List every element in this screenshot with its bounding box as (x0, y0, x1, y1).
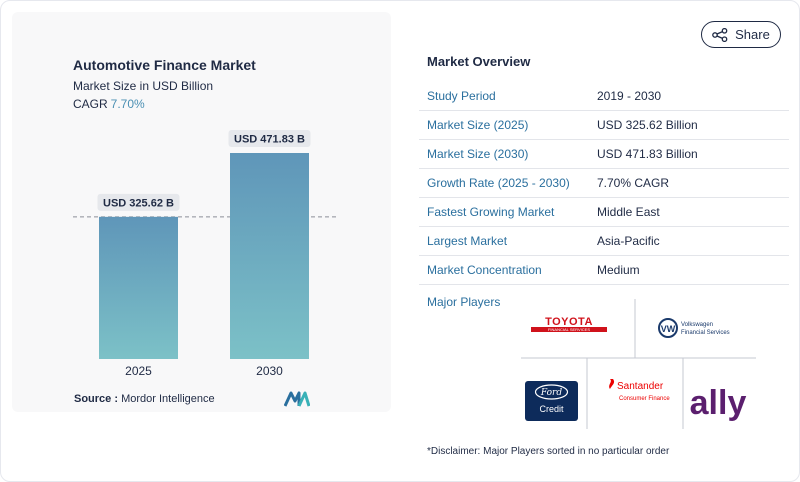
overview-row: Market Size (2030) USD 471.83 Billion (419, 140, 789, 169)
volkswagen-logo: VW Volkswagen Financial Services (658, 318, 730, 338)
row-value: Middle East (597, 205, 660, 219)
svg-text:TOYOTA: TOYOTA (545, 316, 593, 328)
overview-row: Market Concentration Medium (419, 256, 789, 285)
chart-panel (12, 12, 391, 412)
data-label: USD 325.62 B (103, 197, 174, 209)
major-players-label: Major Players (427, 295, 501, 309)
share-button[interactable]: Share (701, 21, 781, 48)
ford-credit-logo: Ford Credit (525, 381, 578, 421)
overview-row: Largest Market Asia-Pacific (419, 227, 789, 256)
row-value: Asia-Pacific (597, 234, 660, 248)
cagr-label: CAGR (73, 97, 108, 111)
share-icon (712, 27, 728, 42)
disclaimer-text: *Disclaimer: Major Players sorted in no … (427, 446, 670, 457)
row-value: 7.70% CAGR (597, 176, 670, 190)
mordor-logo-icon (284, 391, 310, 407)
row-value: USD 471.83 Billion (597, 147, 698, 161)
row-label: Largest Market (427, 234, 508, 248)
svg-text:Santander: Santander (617, 381, 664, 392)
bar-2025 (99, 216, 178, 359)
overview-row: Study Period 2019 - 2030 (419, 82, 789, 111)
data-label: USD 471.83 B (234, 134, 305, 146)
row-label: Growth Rate (2025 - 2030) (427, 176, 570, 190)
x-tick-label: 2025 (125, 364, 152, 378)
svg-text:Volkswagen: Volkswagen (681, 322, 713, 328)
cagr-value: 7.70% (110, 97, 145, 111)
major-players-logos: TOYOTA FINANCIAL SERVICES VW Volkswagen … (521, 299, 756, 429)
toyota-logo: TOYOTA FINANCIAL SERVICES (531, 316, 607, 332)
row-label: Market Concentration (427, 263, 542, 277)
data-label-bg (97, 193, 180, 211)
chart-title: Automotive Finance Market (73, 57, 256, 73)
overview-row: Fastest Growing Market Middle East (419, 198, 789, 227)
bar-chart: USD 325.62 B 2025 USD 471.83 B 2030 (73, 130, 339, 378)
row-label: Market Size (2025) (427, 118, 529, 132)
row-value: 2019 - 2030 (597, 89, 662, 103)
bar-2030 (230, 153, 309, 359)
svg-text:Financial Services: Financial Services (681, 330, 730, 336)
source-value: Mordor Intelligence (121, 393, 215, 405)
overview-title: Market Overview (427, 54, 531, 69)
source-label: Source : (74, 393, 119, 405)
svg-text:Consumer Finance: Consumer Finance (619, 396, 670, 402)
ally-logo: ally (690, 384, 747, 422)
share-label: Share (735, 27, 770, 42)
overview-row: Market Size (2025) USD 325.62 Billion (419, 111, 789, 140)
overview-table: Study Period 2019 - 2030 Market Size (202… (419, 82, 789, 285)
row-value: USD 325.62 Billion (597, 118, 698, 132)
row-value: Medium (597, 263, 640, 277)
row-label: Fastest Growing Market (427, 205, 555, 219)
svg-text:VW: VW (661, 324, 676, 334)
santander-logo: Santander Consumer Finance (609, 379, 670, 402)
data-label-bg (228, 130, 311, 147)
row-label: Study Period (427, 89, 496, 103)
svg-text:Ford: Ford (540, 388, 562, 398)
cagr-line: CAGR 7.70% (73, 97, 145, 111)
x-tick-label: 2030 (256, 364, 283, 378)
svg-text:FINANCIAL SERVICES: FINANCIAL SERVICES (548, 327, 590, 332)
overview-row: Growth Rate (2025 - 2030) 7.70% CAGR (419, 169, 789, 198)
svg-text:Credit: Credit (539, 404, 564, 414)
source-line: Source : Mordor Intelligence (74, 393, 215, 405)
chart-subtitle: Market Size in USD Billion (73, 79, 214, 93)
svg-text:ally: ally (690, 384, 747, 422)
row-label: Market Size (2030) (427, 147, 529, 161)
